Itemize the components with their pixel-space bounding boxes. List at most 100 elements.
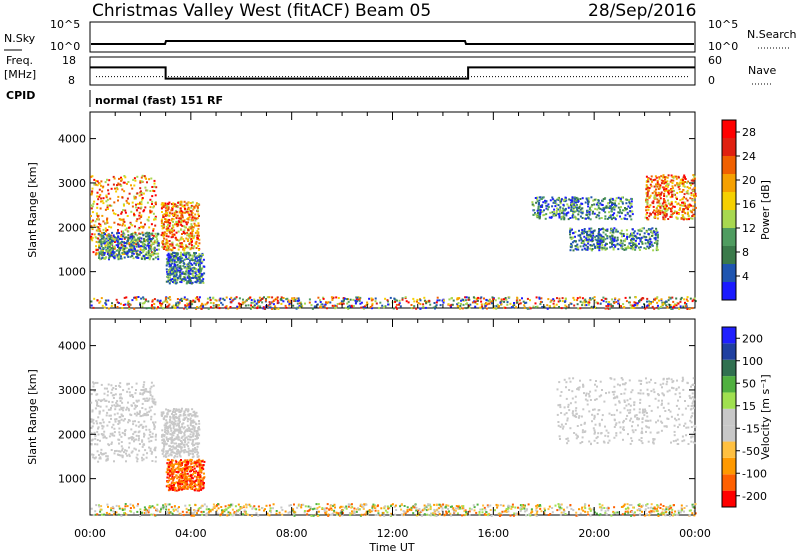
scatter-cell <box>113 177 116 180</box>
scatter-cell <box>583 232 585 235</box>
scatter-cell <box>189 259 191 262</box>
scatter-cell <box>200 307 203 310</box>
scatter-cell <box>142 414 145 417</box>
scatter-cell <box>442 301 445 304</box>
scatter-cell <box>96 252 99 255</box>
scatter-cell <box>583 247 586 250</box>
scatter-cell <box>170 203 173 205</box>
scatter-cell <box>296 297 299 300</box>
scatter-cell <box>588 229 591 232</box>
scatter-cell <box>569 217 572 219</box>
scatter-cell <box>167 278 170 281</box>
scatter-cell <box>687 206 690 209</box>
scatter-cell <box>570 238 573 241</box>
scatter-cell <box>176 429 178 432</box>
scatter-cell <box>191 216 194 219</box>
scatter-cell <box>187 441 190 444</box>
scatter-cell <box>631 228 634 231</box>
scatter-cell <box>175 273 178 276</box>
scatter-cell <box>107 238 110 240</box>
scatter-cell <box>325 301 327 304</box>
scatter-cell <box>115 401 118 404</box>
scatter-cell <box>182 278 185 281</box>
scatter-cell <box>648 304 650 307</box>
scatter-cell <box>578 229 580 232</box>
scatter-cell <box>168 201 171 204</box>
scatter-cell <box>153 252 156 255</box>
scatter-cell <box>597 204 600 207</box>
scatter-cell <box>624 247 627 250</box>
scatter-cell <box>285 298 288 301</box>
scatter-cell <box>194 297 197 300</box>
scatter-cell <box>553 208 556 211</box>
scatter-cell <box>179 274 182 277</box>
scatter-cell <box>434 307 436 310</box>
scatter-cell <box>134 239 137 241</box>
scatter-cell <box>116 403 119 406</box>
scatter-cell <box>111 249 114 252</box>
scatter-cell <box>95 225 98 228</box>
scatter-cell <box>191 450 194 453</box>
scatter-cell <box>604 238 607 241</box>
scatter-cell <box>617 211 620 214</box>
scatter-cell <box>666 208 669 211</box>
scatter-cell <box>186 302 189 305</box>
scatter-cell <box>191 303 194 306</box>
scatter-cell <box>105 437 108 440</box>
scatter-cell <box>694 192 697 195</box>
scatter-cell <box>140 241 143 244</box>
scatter-cell <box>187 272 190 274</box>
scatter-cell <box>658 183 660 186</box>
scatter-cell <box>128 453 131 456</box>
scatter-cell <box>215 299 218 302</box>
scatter-cell <box>267 304 270 307</box>
scatter-cell <box>179 264 182 267</box>
scatter-cell <box>498 305 500 308</box>
scatter-cell <box>148 178 151 181</box>
scatter-cell <box>171 281 174 283</box>
scatter-cell <box>499 301 502 304</box>
scatter-cell <box>620 305 622 308</box>
scatter-cell <box>583 238 586 241</box>
scatter-cell <box>200 273 203 276</box>
scatter-cell <box>148 433 151 436</box>
scatter-cell <box>98 244 101 247</box>
scatter-cell <box>667 183 670 186</box>
colorbar-tick-label: 4 <box>742 270 749 283</box>
scatter-cell <box>97 237 100 240</box>
scatter-cell <box>189 424 192 427</box>
scatter-cell <box>131 254 134 257</box>
scatter-cell <box>601 244 604 246</box>
scatter-cell <box>173 247 176 249</box>
scatter-cell <box>569 245 572 247</box>
scatter-cell <box>654 192 657 195</box>
scatter-cell <box>170 429 173 432</box>
scatter-cell <box>557 213 560 216</box>
scatter-cell <box>655 188 657 191</box>
scatter-cell <box>234 297 237 300</box>
scatter-cell <box>196 306 198 309</box>
scatter-cell <box>691 217 694 220</box>
scatter-cell <box>613 236 616 239</box>
scatter-cell <box>621 248 624 251</box>
scatter-cell <box>142 296 145 299</box>
scatter-cell <box>646 297 649 300</box>
scatter-cell <box>163 231 166 234</box>
scatter-cell <box>249 307 252 310</box>
scatter-cell <box>126 250 129 253</box>
scatter-cell <box>108 444 111 447</box>
scatter-cell <box>114 408 117 411</box>
scatter-cell <box>192 434 195 437</box>
scatter-cell <box>109 238 111 241</box>
scatter-cell <box>608 303 611 306</box>
scatter-cell <box>108 250 111 253</box>
scatter-cell <box>620 217 623 220</box>
scatter-cell <box>196 476 198 479</box>
scatter-cell <box>546 304 549 307</box>
scatter-cell <box>560 218 563 221</box>
scatter-cell <box>171 228 174 231</box>
scatter-cell <box>115 190 118 193</box>
scatter-cell <box>653 307 656 310</box>
scatter-cell <box>103 430 106 433</box>
